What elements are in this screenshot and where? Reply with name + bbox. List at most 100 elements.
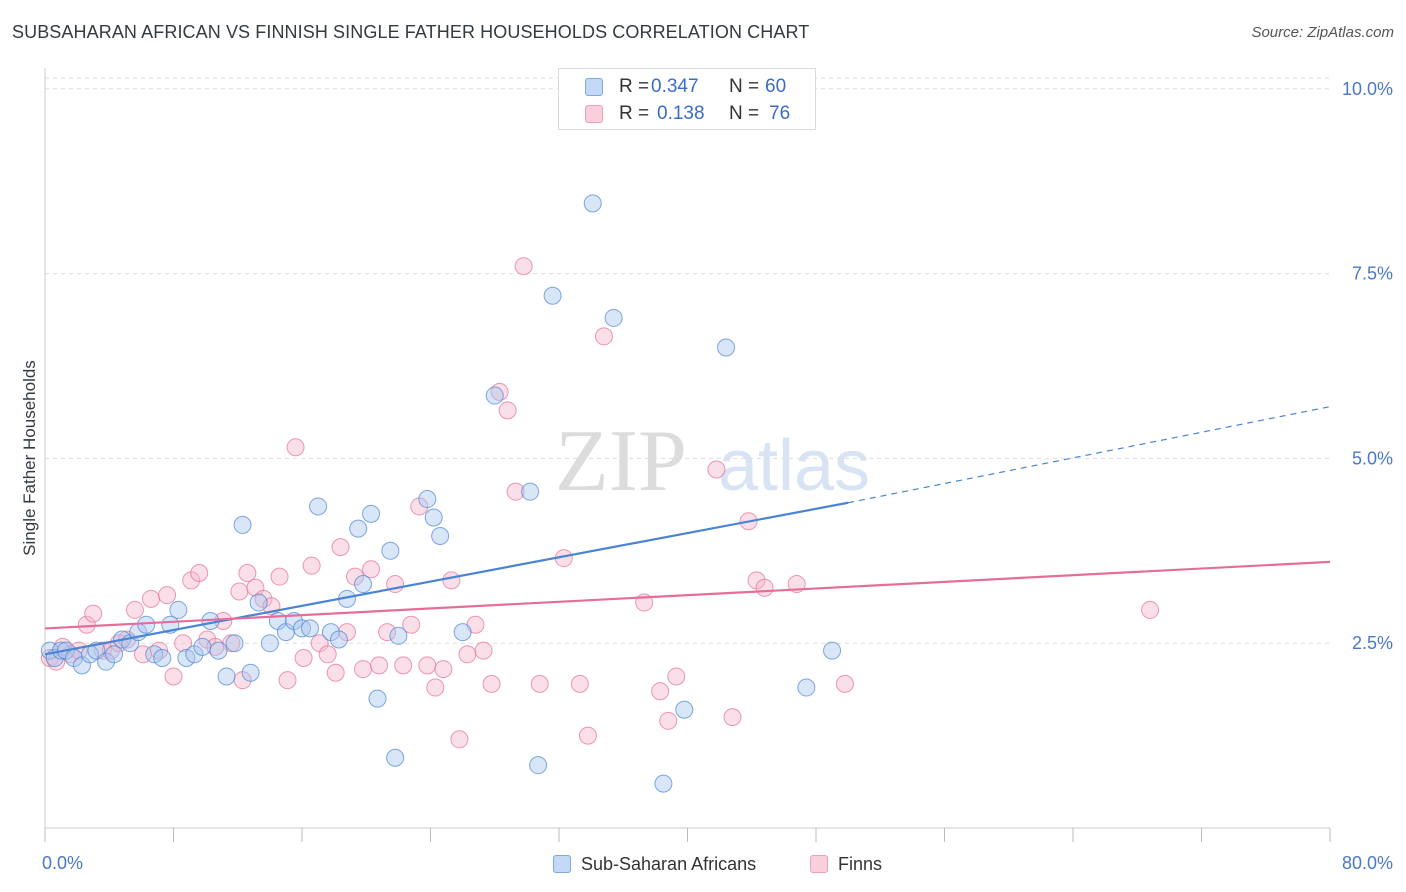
- finns-point: [434, 660, 453, 679]
- subsaharan-point: [431, 527, 450, 546]
- finns-point: [474, 641, 493, 660]
- axes: [44, 68, 1331, 842]
- subsaharan-point: [349, 519, 368, 538]
- subsaharan-point: [105, 645, 124, 664]
- subsaharan-point: [675, 700, 694, 719]
- finns-point: [230, 582, 249, 601]
- finns-point: [490, 382, 509, 401]
- subsaharan-point: [529, 756, 548, 775]
- legend-item-finns: Finns: [810, 852, 882, 876]
- finns-point: [442, 571, 461, 590]
- n-value: 60: [765, 76, 787, 97]
- subsaharan-point: [137, 615, 156, 634]
- subsaharan-point: [823, 641, 842, 660]
- series-finns-points: [40, 257, 1160, 749]
- n-label: N =: [729, 103, 760, 124]
- stats-legend: R = 0.347 N = 60 R = 0.138 N = 76: [558, 68, 816, 130]
- watermark: ZIP atlas: [555, 413, 870, 510]
- subsaharan-point: [241, 663, 260, 682]
- finns-point: [164, 667, 183, 686]
- finns-point: [418, 656, 437, 675]
- finns-point: [835, 674, 854, 693]
- subsaharan-point: [389, 626, 408, 645]
- finns-point: [514, 257, 533, 276]
- finns-point: [378, 623, 397, 642]
- finns-point: [326, 663, 345, 682]
- legend-swatch-pink: [810, 855, 828, 873]
- x-tick-label: 0.0%: [42, 853, 83, 873]
- subsaharan-point: [797, 678, 816, 697]
- y-tick-label: 2.5%: [1352, 633, 1393, 653]
- legend-label: Sub-Saharan Africans: [581, 853, 757, 874]
- subsaharan-trendline-extension: [848, 406, 1331, 504]
- y-tick-label: 10.0%: [1342, 79, 1393, 99]
- finns-point: [506, 482, 525, 501]
- chart-title: SUBSAHARAN AFRICAN VS FINNISH SINGLE FAT…: [12, 22, 810, 42]
- finns-point: [270, 567, 289, 586]
- subsaharan-point: [485, 386, 504, 405]
- subsaharan-point: [604, 308, 623, 327]
- finns-point: [318, 645, 337, 664]
- finns-point: [426, 678, 445, 697]
- subsaharan-point: [583, 194, 602, 213]
- finns-point: [458, 645, 477, 664]
- trend-lines: [44, 406, 1331, 656]
- subsaharan-point: [329, 630, 348, 649]
- subsaharan-point: [386, 748, 405, 767]
- finns-point: [498, 401, 517, 420]
- finns-point: [594, 327, 613, 346]
- x-tick-label: 80.0%: [1342, 853, 1393, 873]
- subsaharan-point: [543, 286, 562, 305]
- legend-swatch-pink: [585, 105, 603, 123]
- finns-point: [84, 604, 103, 623]
- subsaharan-point: [169, 600, 188, 619]
- r-label: R =: [619, 76, 650, 97]
- subsaharan-point: [381, 541, 400, 560]
- legend-swatch-blue: [553, 855, 571, 873]
- finns-point: [302, 556, 321, 575]
- legend-item-subsaharan: Sub-Saharan Africans: [553, 852, 756, 876]
- finns-point: [482, 674, 501, 693]
- finns-point: [402, 615, 421, 634]
- chart-source: Source: ZipAtlas.com: [1251, 24, 1394, 41]
- subsaharan-point: [354, 575, 373, 594]
- finns-point: [278, 671, 297, 690]
- grid-lines: [45, 77, 1330, 644]
- subsaharan-point: [249, 593, 268, 612]
- subsaharan-trendline: [44, 501, 849, 656]
- finns-point: [190, 563, 209, 582]
- legend-label: Finns: [838, 853, 883, 874]
- finns-point: [723, 708, 742, 727]
- finns-trendline: [44, 560, 1331, 630]
- subsaharan-point: [424, 508, 443, 527]
- subsaharan-point: [453, 623, 472, 642]
- subsaharan-point: [209, 641, 228, 660]
- n-value: 76: [769, 103, 791, 124]
- finns-point: [394, 656, 413, 675]
- finns-point: [570, 674, 589, 693]
- n-label: N =: [729, 76, 760, 97]
- subsaharan-point: [654, 774, 673, 793]
- finns-point: [530, 674, 549, 693]
- r-value: 0.347: [651, 76, 699, 97]
- subsaharan-point: [362, 504, 381, 523]
- subsaharan-point: [217, 667, 236, 686]
- tick-labels: 2.5% 5.0% 7.5% 10.0% 0.0% 80.0%: [42, 79, 1393, 873]
- legend-swatch-blue: [585, 78, 603, 96]
- finns-point: [578, 726, 597, 745]
- finns-point: [370, 656, 389, 675]
- finns-point: [331, 538, 350, 557]
- subsaharan-point: [309, 497, 328, 516]
- finns-point: [362, 560, 381, 579]
- watermark-zip: ZIP: [555, 413, 687, 510]
- y-tick-label: 7.5%: [1352, 264, 1393, 284]
- finns-point: [158, 586, 177, 605]
- subsaharan-point: [418, 490, 437, 509]
- finns-point: [659, 711, 678, 730]
- subsaharan-point: [153, 648, 172, 667]
- y-tick-label: 5.0%: [1352, 448, 1393, 468]
- subsaharan-point: [233, 515, 252, 534]
- finns-point: [286, 438, 305, 457]
- finns-point: [651, 682, 670, 701]
